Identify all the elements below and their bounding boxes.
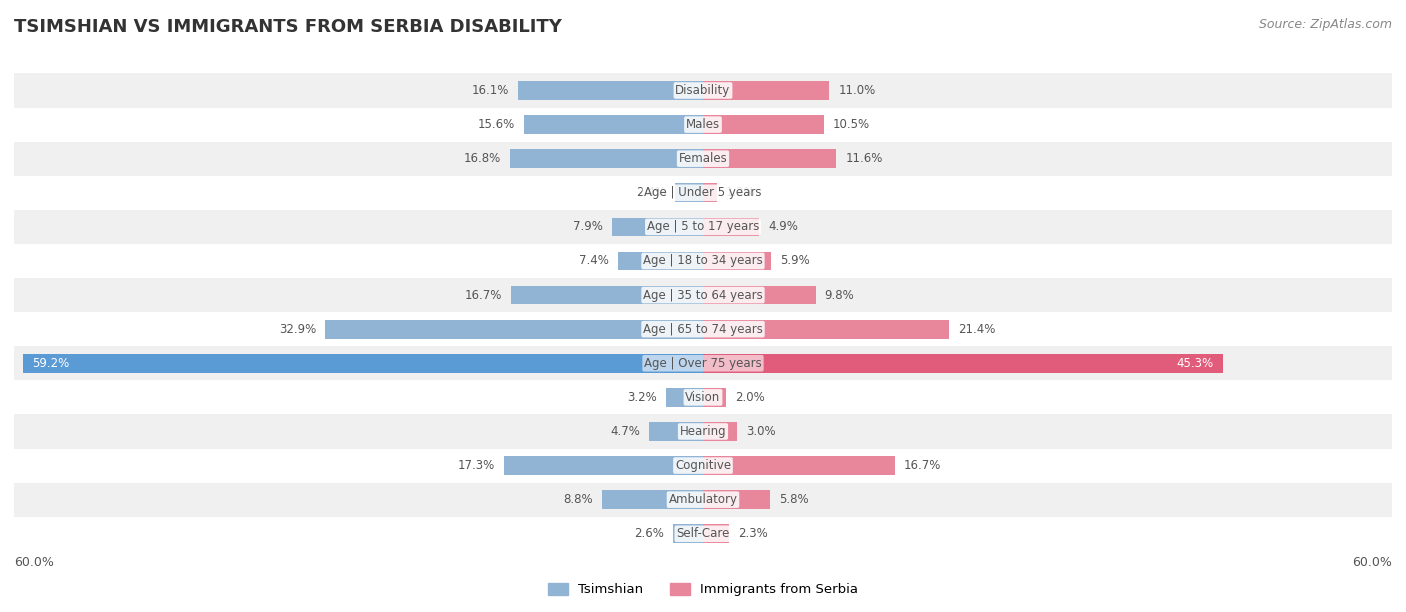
Bar (14, 380, 1392, 414)
Text: Age | Over 75 years: Age | Over 75 years (644, 357, 762, 370)
Bar (612, 217, 703, 236)
Bar (666, 388, 703, 407)
Text: Cognitive: Cognitive (675, 459, 731, 472)
Text: 11.0%: 11.0% (838, 84, 876, 97)
Bar (14, 210, 1392, 244)
Bar (703, 388, 725, 407)
Bar (703, 524, 730, 543)
Text: Females: Females (679, 152, 727, 165)
Bar (14, 278, 1392, 312)
Text: 4.7%: 4.7% (610, 425, 640, 438)
Text: 4.9%: 4.9% (769, 220, 799, 233)
Text: Ambulatory: Ambulatory (668, 493, 738, 506)
Text: 7.4%: 7.4% (579, 255, 609, 267)
Text: Males: Males (686, 118, 720, 131)
Text: Age | 18 to 34 years: Age | 18 to 34 years (643, 255, 763, 267)
Text: 10.5%: 10.5% (832, 118, 870, 131)
Text: 17.3%: 17.3% (458, 459, 495, 472)
Text: TSIMSHIAN VS IMMIGRANTS FROM SERBIA DISABILITY: TSIMSHIAN VS IMMIGRANTS FROM SERBIA DISA… (14, 18, 562, 36)
Bar (703, 422, 738, 441)
Text: 60.0%: 60.0% (1353, 556, 1392, 569)
Bar (703, 252, 770, 271)
Bar (703, 217, 759, 236)
Bar (14, 141, 1392, 176)
Text: Vision: Vision (685, 391, 721, 404)
Text: 16.7%: 16.7% (465, 289, 502, 302)
Bar (519, 81, 703, 100)
Bar (703, 149, 837, 168)
Text: 7.9%: 7.9% (574, 220, 603, 233)
Bar (703, 320, 949, 338)
Text: 15.6%: 15.6% (478, 118, 515, 131)
Text: Source: ZipAtlas.com: Source: ZipAtlas.com (1258, 18, 1392, 31)
Bar (602, 490, 703, 509)
Text: 5.9%: 5.9% (780, 255, 810, 267)
Bar (510, 149, 703, 168)
Bar (650, 422, 703, 441)
Bar (14, 176, 1392, 210)
Text: 2.0%: 2.0% (735, 391, 765, 404)
Text: 3.0%: 3.0% (747, 425, 776, 438)
Text: 16.1%: 16.1% (471, 84, 509, 97)
Text: 45.3%: 45.3% (1177, 357, 1213, 370)
Text: 16.8%: 16.8% (464, 152, 501, 165)
Text: 2.6%: 2.6% (634, 528, 664, 540)
Bar (524, 115, 703, 134)
Bar (14, 449, 1392, 483)
Bar (14, 244, 1392, 278)
Bar (703, 184, 717, 202)
Bar (14, 346, 1392, 380)
Text: 3.2%: 3.2% (627, 391, 657, 404)
Text: 9.8%: 9.8% (825, 289, 855, 302)
Bar (14, 73, 1392, 108)
Bar (673, 524, 703, 543)
Bar (14, 483, 1392, 517)
Text: Disability: Disability (675, 84, 731, 97)
Bar (505, 456, 703, 475)
Bar (675, 184, 703, 202)
Bar (703, 456, 894, 475)
Bar (512, 286, 703, 304)
Text: 11.6%: 11.6% (845, 152, 883, 165)
Bar (14, 517, 1392, 551)
Bar (619, 252, 703, 271)
Text: 2.4%: 2.4% (637, 186, 666, 200)
Text: Self-Care: Self-Care (676, 528, 730, 540)
Legend: Tsimshian, Immigrants from Serbia: Tsimshian, Immigrants from Serbia (543, 578, 863, 602)
Bar (14, 414, 1392, 449)
Text: 1.2%: 1.2% (725, 186, 756, 200)
Text: 16.7%: 16.7% (904, 459, 941, 472)
Text: Age | 65 to 74 years: Age | 65 to 74 years (643, 323, 763, 335)
Bar (14, 108, 1392, 141)
Bar (14, 312, 1392, 346)
Bar (24, 354, 703, 373)
Text: 21.4%: 21.4% (957, 323, 995, 335)
Text: Age | 5 to 17 years: Age | 5 to 17 years (647, 220, 759, 233)
Text: 2.3%: 2.3% (738, 528, 768, 540)
Text: 8.8%: 8.8% (564, 493, 593, 506)
Bar (703, 354, 1223, 373)
Text: 32.9%: 32.9% (278, 323, 316, 335)
Bar (325, 320, 703, 338)
Text: Age | 35 to 64 years: Age | 35 to 64 years (643, 289, 763, 302)
Bar (703, 81, 830, 100)
Text: 60.0%: 60.0% (14, 556, 53, 569)
Bar (703, 115, 824, 134)
Text: Age | Under 5 years: Age | Under 5 years (644, 186, 762, 200)
Text: 59.2%: 59.2% (32, 357, 70, 370)
Bar (703, 286, 815, 304)
Text: Hearing: Hearing (679, 425, 727, 438)
Text: 5.8%: 5.8% (779, 493, 808, 506)
Bar (703, 490, 769, 509)
